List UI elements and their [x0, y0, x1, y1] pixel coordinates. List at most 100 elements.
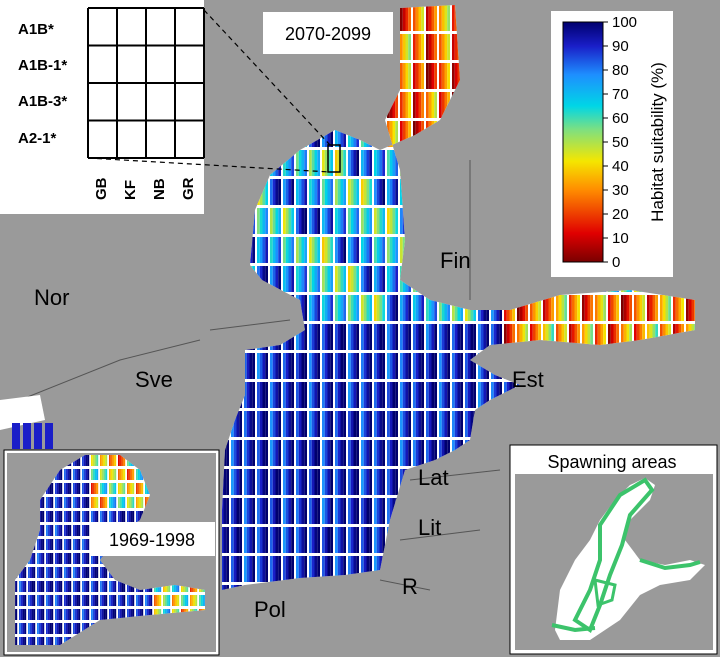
habitat-cell [426, 353, 437, 379]
colorbar-gradient [562, 21, 604, 263]
country-label-lit: Lit [418, 515, 441, 540]
inset-habitat-cell [199, 595, 205, 606]
habitat-cell [426, 382, 437, 408]
habitat-cell [478, 382, 489, 408]
country-label-fin: Fin [440, 248, 471, 273]
habitat-cell [374, 382, 385, 408]
habitat-cell [348, 208, 359, 234]
inset-habitat-cell [82, 511, 90, 522]
habitat-cell [296, 469, 307, 495]
habitat-cell [361, 411, 372, 437]
inset-habitat-cell [82, 455, 90, 466]
habitat-cell [400, 295, 411, 321]
habitat-cell [413, 411, 424, 437]
habitat-cell [361, 237, 372, 263]
inset-habitat-cell [55, 553, 63, 564]
inset-habitat-cell [82, 609, 90, 620]
habitat-cell [296, 498, 307, 524]
selected-cell-marker [327, 144, 341, 173]
inset-period-label: 1969-1998 [109, 530, 195, 550]
colorbar-tick-label: 40 [612, 158, 629, 175]
habitat-cell [257, 208, 268, 234]
habitat-cell [270, 411, 281, 437]
inset-habitat-cell [46, 511, 54, 522]
habitat-cell [222, 585, 229, 590]
habitat-cell [452, 324, 463, 350]
inset-habitat-cell [118, 483, 126, 494]
habitat-cell [309, 469, 320, 495]
habitat-cell [309, 382, 320, 408]
habitat-cell [387, 208, 398, 234]
spawning-title: Spawning areas [547, 452, 676, 472]
habitat-cell [361, 440, 372, 466]
inset-habitat-cell [73, 609, 81, 620]
inset-habitat-cell [73, 497, 81, 508]
habitat-cell [335, 469, 346, 495]
inset-habitat-cell [55, 637, 63, 645]
inset-habitat-cell [190, 595, 198, 606]
inset-habitat-cell [73, 525, 81, 536]
inset-habitat-cell [73, 483, 81, 494]
inset-habitat-cell [172, 581, 180, 592]
habitat-cell [361, 382, 372, 408]
inset-habitat-cell [73, 567, 81, 578]
inset-habitat-cell [37, 637, 45, 645]
habitat-cell [270, 440, 281, 466]
habitat-cell [387, 295, 398, 321]
habitat-cell [439, 5, 450, 31]
inset-habitat-cell [91, 609, 99, 620]
inset-habitat-cell [109, 497, 117, 508]
inset-habitat-cell [82, 469, 90, 480]
habitat-cell [634, 324, 645, 350]
inset-habitat-cell [109, 511, 117, 522]
habitat-cell [439, 63, 450, 89]
habitat-cell [309, 353, 320, 379]
habitat-cell [439, 34, 450, 60]
habitat-cell [348, 179, 359, 205]
habitat-cell [309, 556, 320, 582]
habitat-cell [426, 5, 437, 31]
habitat-cell [491, 324, 502, 350]
habitat-cell [400, 63, 411, 89]
scenario-col-label: KF [122, 180, 139, 200]
inset-habitat-cell [82, 595, 90, 606]
habitat-cell [309, 324, 320, 350]
habitat-cell [322, 266, 333, 292]
country-label-lat: Lat [418, 465, 449, 490]
habitat-cell [634, 295, 645, 321]
habitat-cell [335, 121, 346, 147]
habitat-cell [322, 295, 333, 321]
inset-habitat-cell [19, 609, 27, 620]
habitat-cell [244, 556, 255, 582]
habitat-cell [309, 150, 320, 176]
habitat-cell [413, 5, 424, 31]
habitat-cell [374, 440, 385, 466]
habitat-cell [309, 295, 320, 321]
habitat-cell [387, 440, 398, 466]
habitat-cell [413, 382, 424, 408]
habitat-cell [335, 353, 346, 379]
habitat-cell [374, 295, 385, 321]
inset-habitat-cell [118, 497, 126, 508]
habitat-cell [283, 556, 294, 582]
habitat-cell [322, 150, 333, 176]
habitat-cell [387, 411, 398, 437]
inset-habitat-cell [127, 609, 135, 620]
habitat-cell [257, 498, 268, 524]
habitat-cell [257, 440, 268, 466]
colorbar-tick-label: 30 [612, 182, 629, 199]
habitat-cell [413, 295, 424, 321]
inset-habitat-cell [91, 511, 99, 522]
inset-habitat-cell [37, 595, 45, 606]
inset-habitat-cell [19, 637, 27, 645]
habitat-cell [465, 353, 476, 379]
habitat-cell [270, 208, 281, 234]
habitat-cell [283, 411, 294, 437]
habitat-cell [270, 179, 281, 205]
habitat-cell [244, 527, 255, 553]
inset-habitat-cell [46, 581, 54, 592]
habitat-cell [348, 469, 359, 495]
habitat-cell [322, 179, 333, 205]
habitat-cell [426, 63, 437, 89]
inset-habitat-cell [100, 581, 108, 592]
